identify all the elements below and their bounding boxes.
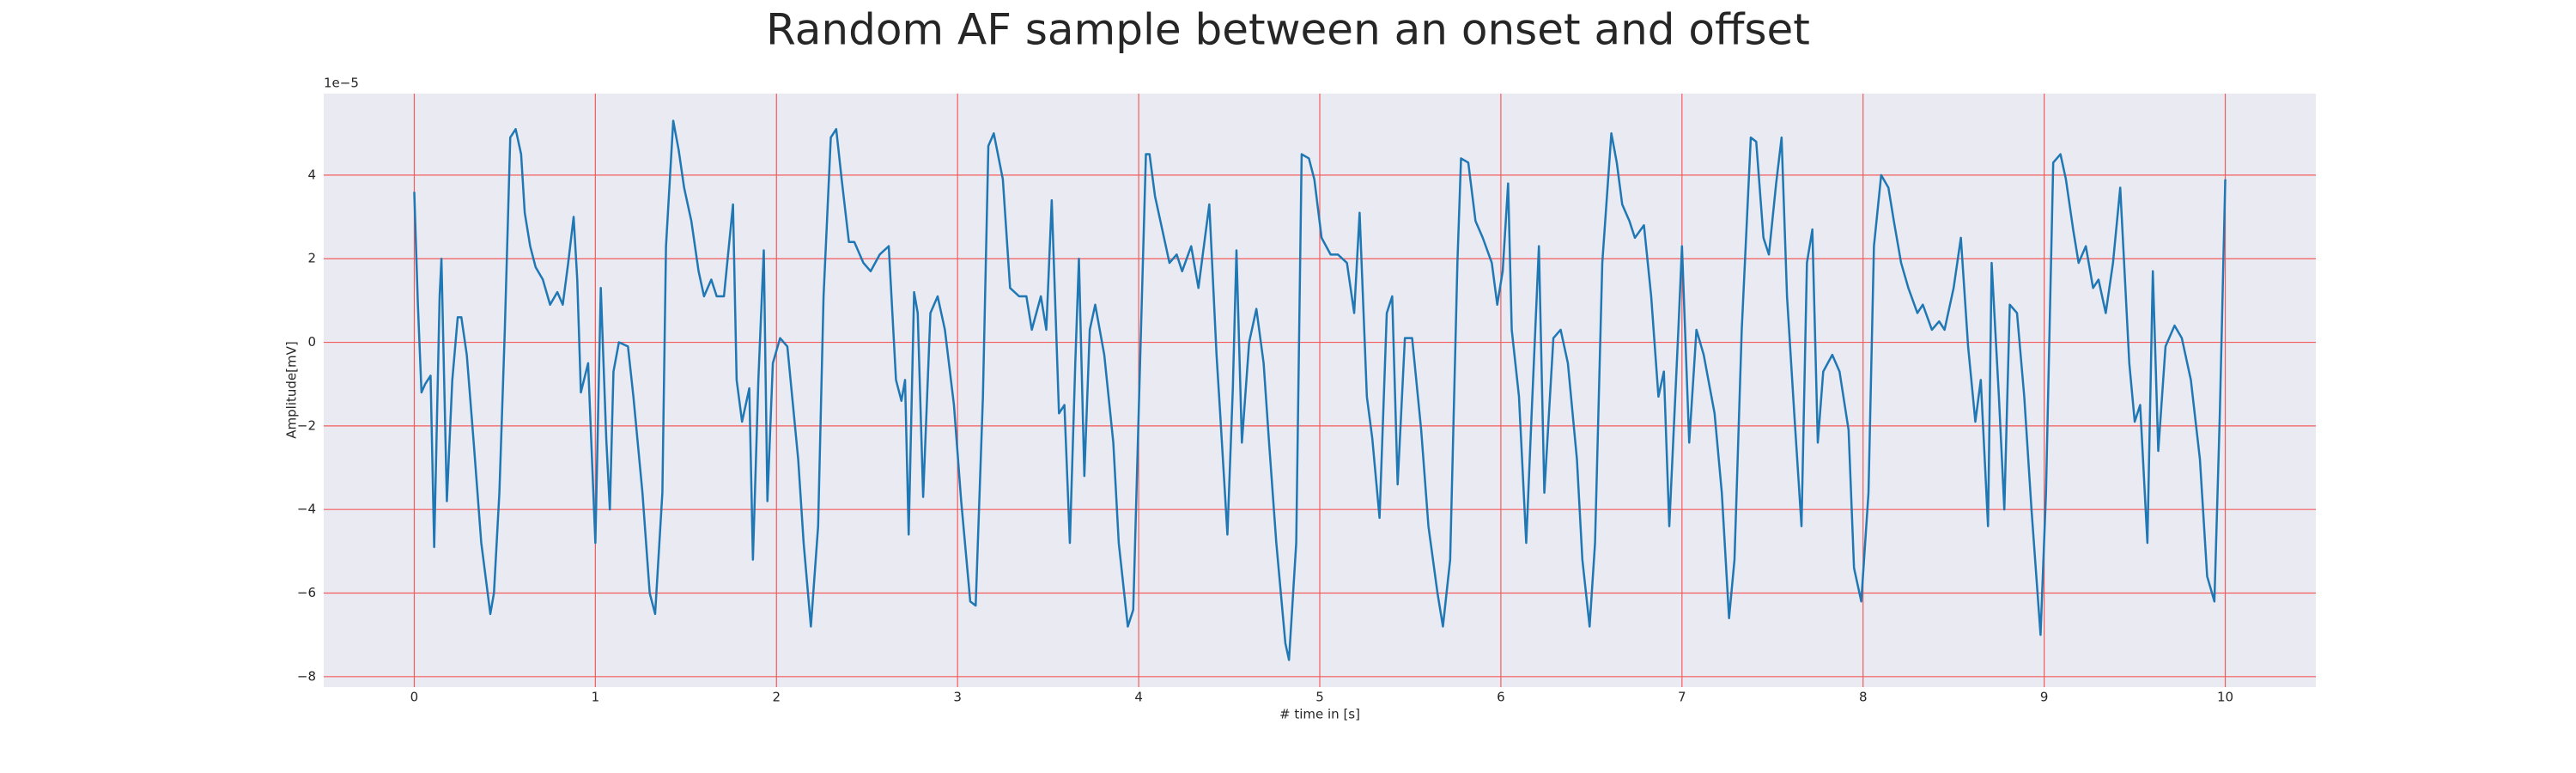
- signal-line: [413, 119, 2227, 661]
- x-tick-label: 3: [953, 690, 962, 705]
- y-tick-label: −6: [297, 585, 316, 600]
- x-tick-label: 9: [2040, 690, 2049, 705]
- x-tick-label: 1: [592, 690, 600, 705]
- x-tick-label: 5: [1315, 690, 1324, 705]
- x-tick-label: 6: [1497, 690, 1505, 705]
- y-tick-label: −8: [297, 668, 316, 684]
- x-tick-label: 8: [1859, 690, 1868, 705]
- chart-title: Random AF sample between an onset and of…: [766, 5, 1810, 55]
- y-tick-label: −2: [297, 417, 316, 433]
- x-axis-label: # time in [s]: [1279, 707, 1360, 722]
- y-tick-label: 0: [307, 334, 316, 350]
- y-tick-label: 2: [307, 251, 316, 266]
- x-tick-label: 2: [772, 690, 781, 705]
- x-tick-label: 0: [410, 690, 419, 705]
- x-tick-label: 4: [1134, 690, 1143, 705]
- y-offset-label: 1e−5: [324, 76, 359, 91]
- x-tick-label: 7: [1678, 690, 1686, 705]
- y-axis-label: Amplitude[mV]: [284, 341, 300, 438]
- y-tick-label: 4: [307, 167, 316, 182]
- x-tick-label: 10: [2217, 690, 2233, 705]
- y-tick-label: −4: [297, 502, 316, 517]
